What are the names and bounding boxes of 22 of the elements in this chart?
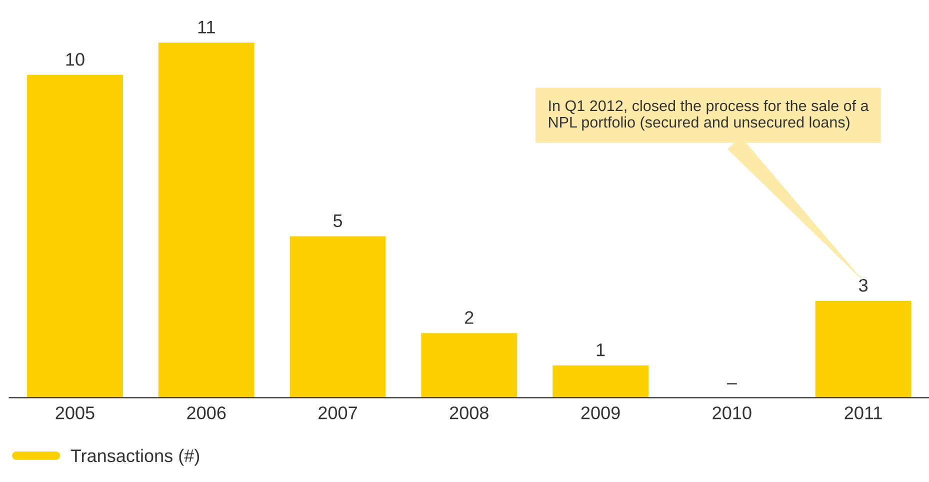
x-tick-label: 2008 <box>450 406 488 420</box>
bar <box>158 42 254 398</box>
x-tick-label: 2006 <box>187 406 226 420</box>
data-label: – <box>726 383 737 384</box>
bar <box>290 236 386 398</box>
legend-label: Transactions (#) <box>70 448 200 466</box>
annotation: In Q1 2012, closed the process for the sale of a NPL portfolio (secured and unsecured loans) <box>549 100 869 131</box>
data-label: 10 <box>66 52 84 66</box>
x-tick-label: 2011 <box>844 406 882 420</box>
data-label: 11 <box>198 20 215 34</box>
data-label: 5 <box>333 214 342 228</box>
bar <box>815 300 912 398</box>
data-label: 1 <box>596 344 605 356</box>
bar <box>552 365 648 398</box>
data-label: 2 <box>465 311 474 324</box>
bar <box>421 333 518 398</box>
x-tick-label: 2005 <box>56 406 94 420</box>
x-tick-label: 2007 <box>318 406 357 420</box>
x-tick-label: 2009 <box>581 406 620 420</box>
x-tick-label: 2010 <box>712 406 752 420</box>
bar <box>27 74 123 398</box>
data-label: 3 <box>858 278 868 292</box>
